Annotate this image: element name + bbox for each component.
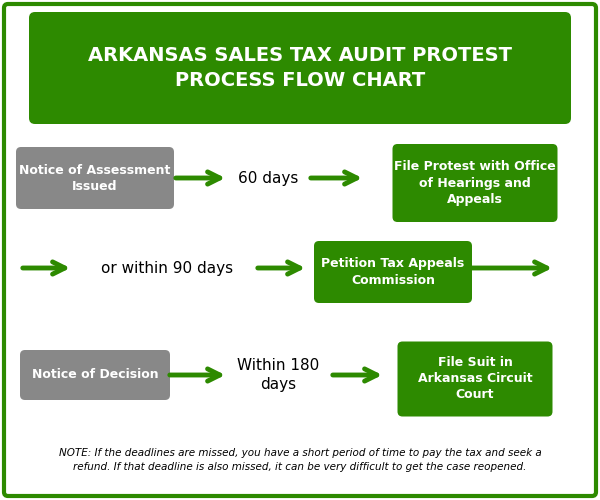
- Text: File Protest with Office
of Hearings and
Appeals: File Protest with Office of Hearings and…: [394, 160, 556, 206]
- FancyBboxPatch shape: [398, 342, 553, 416]
- FancyBboxPatch shape: [4, 4, 596, 496]
- Text: Notice of Assessment
Issued: Notice of Assessment Issued: [19, 164, 170, 192]
- FancyBboxPatch shape: [29, 12, 571, 124]
- FancyBboxPatch shape: [392, 144, 557, 222]
- Text: ARKANSAS SALES TAX AUDIT PROTEST
PROCESS FLOW CHART: ARKANSAS SALES TAX AUDIT PROTEST PROCESS…: [88, 46, 512, 90]
- Text: Petition Tax Appeals
Commission: Petition Tax Appeals Commission: [322, 258, 464, 286]
- FancyBboxPatch shape: [20, 350, 170, 400]
- Text: Within 180
days: Within 180 days: [237, 358, 319, 392]
- Text: 60 days: 60 days: [238, 170, 298, 186]
- Text: File Suit in
Arkansas Circuit
Court: File Suit in Arkansas Circuit Court: [418, 356, 532, 402]
- Text: or within 90 days: or within 90 days: [101, 260, 233, 276]
- Text: NOTE: If the deadlines are missed, you have a short period of time to pay the ta: NOTE: If the deadlines are missed, you h…: [59, 448, 541, 472]
- FancyBboxPatch shape: [314, 241, 472, 303]
- FancyBboxPatch shape: [16, 147, 174, 209]
- Text: Notice of Decision: Notice of Decision: [32, 368, 158, 382]
